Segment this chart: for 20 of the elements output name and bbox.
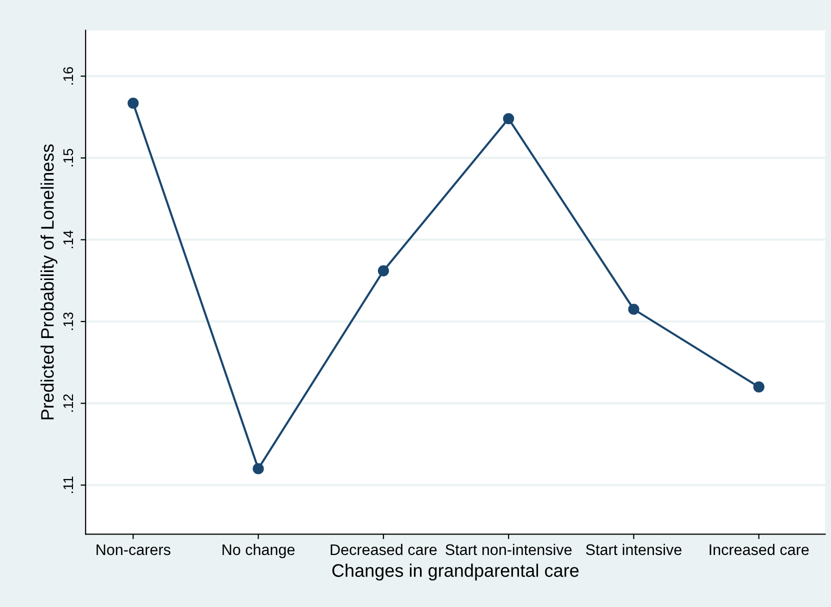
x-tick-label: Increased care xyxy=(710,544,809,556)
point xyxy=(378,265,389,276)
x-tick-label: Decreased care xyxy=(330,544,437,556)
x-tick-label: No change xyxy=(222,544,295,558)
point xyxy=(628,304,640,315)
y-tick-label: .16 xyxy=(63,67,74,85)
y-tick-label: .11 xyxy=(63,476,73,493)
point xyxy=(753,381,764,392)
point xyxy=(252,463,264,474)
y-axis-title: Predicted Probability of Loneliness xyxy=(40,144,58,420)
y-tick-label: .13 xyxy=(63,312,74,330)
y-tick-label: .14 xyxy=(63,230,73,248)
y-tick-label: .15 xyxy=(63,148,74,166)
x-tick-label: Non-carers xyxy=(96,544,170,556)
point xyxy=(503,113,514,124)
point xyxy=(128,98,139,109)
x-axis-title: Changes in grandparental care xyxy=(332,564,579,581)
y-tick-label: .12 xyxy=(63,394,73,412)
x-tick-label: Start intensive xyxy=(586,544,682,556)
x-tick-label: Start non-intensive xyxy=(446,544,572,556)
